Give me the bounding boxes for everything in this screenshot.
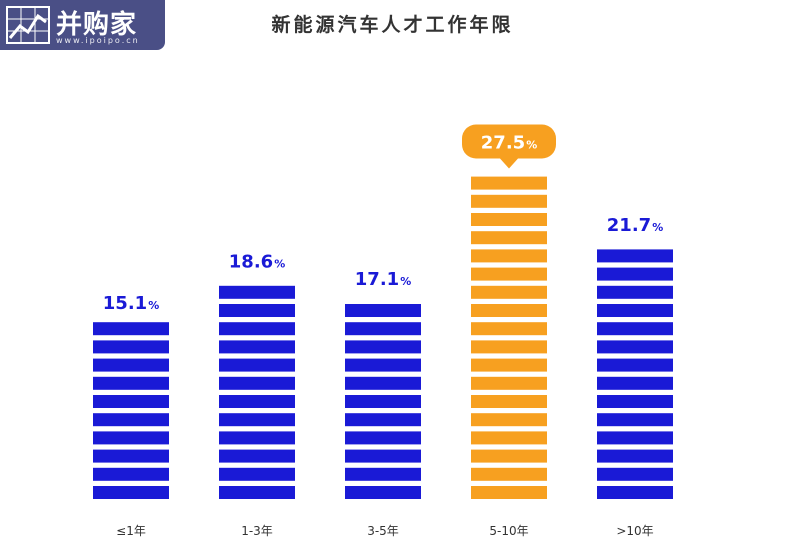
data-label-value: 27.5 (481, 133, 525, 154)
bar-stripe (597, 340, 673, 354)
bar-4 (471, 176, 547, 499)
bar-5 (597, 249, 673, 499)
bar-stripe (93, 413, 169, 427)
bar-stripe (219, 467, 295, 481)
data-label: 18.6% (229, 252, 285, 273)
chart-title: 新能源汽车人才工作年限 (271, 14, 514, 36)
bar-stripe (597, 285, 673, 299)
bar-stripe (219, 340, 295, 354)
bar-stripe (471, 376, 547, 390)
bar-stripe (597, 431, 673, 445)
bar-stripe (597, 449, 673, 463)
bar-stripe (93, 376, 169, 390)
x-tick-label: >10年 (616, 524, 653, 538)
bar-stripe (597, 486, 673, 499)
data-label-unit: % (526, 139, 537, 152)
bar-3 (345, 304, 421, 499)
bar-stripe (219, 431, 295, 445)
bar-stripe (93, 449, 169, 463)
data-label-unit: % (652, 221, 663, 234)
bar-stripe (219, 322, 295, 336)
bar-stripe (471, 285, 547, 299)
data-label: 27.5% (481, 133, 537, 154)
bar-stripe (471, 340, 547, 354)
bar-stripe (597, 358, 673, 372)
data-label-unit: % (400, 275, 411, 288)
bar-stripe (471, 322, 547, 336)
data-label-unit: % (274, 258, 285, 271)
bar-stripe (471, 194, 547, 208)
bar-stripe (471, 413, 547, 427)
bar-2 (219, 285, 295, 499)
bar-stripe (597, 467, 673, 481)
bar-stripe (219, 358, 295, 372)
bar-stripe (471, 486, 547, 499)
bar-stripe (345, 413, 421, 427)
bar-stripe (471, 304, 547, 317)
bar-stripe (597, 376, 673, 390)
bar-stripe (93, 322, 169, 336)
bar-stripe (219, 395, 295, 408)
logo-url: www.ipoipo.cn (56, 36, 140, 45)
bar-stripe (345, 395, 421, 408)
data-label-value: 15.1 (103, 293, 147, 314)
data-label-unit: % (148, 299, 159, 312)
x-tick-label: 1-3年 (241, 524, 273, 538)
bar-stripe (93, 358, 169, 372)
bar-stripe (219, 304, 295, 317)
bar-1 (93, 322, 169, 499)
data-label-value: 17.1 (355, 269, 399, 290)
callout-pointer (500, 158, 518, 169)
data-label: 15.1% (103, 293, 159, 314)
x-tick-label: 3-5年 (367, 524, 399, 538)
bar-stripe (471, 231, 547, 245)
bar-stripe (219, 449, 295, 463)
data-label-value: 18.6 (229, 252, 273, 273)
bar-stripe (471, 249, 547, 263)
bar-stripe (93, 395, 169, 408)
bar-stripe (345, 322, 421, 336)
bar-stripe (93, 340, 169, 354)
callout-bubble (462, 124, 556, 159)
bar-stripe (93, 467, 169, 481)
bar-stripe (597, 304, 673, 317)
bar-stripe (471, 176, 547, 190)
data-label: 17.1% (355, 269, 411, 290)
bar-stripe (345, 340, 421, 354)
bar-stripe (597, 322, 673, 336)
brand-logo: 并购家 www.ipoipo.cn (0, 0, 165, 50)
bar-stripe (345, 449, 421, 463)
bar-stripe (219, 376, 295, 390)
bar-stripe (93, 431, 169, 445)
bar-stripe (597, 413, 673, 427)
bar-stripe (219, 413, 295, 427)
bar-stripe (597, 395, 673, 408)
bar-stripe (219, 285, 295, 299)
bar-stripe (471, 267, 547, 281)
bar-stripe (471, 395, 547, 408)
bar-stripe (345, 431, 421, 445)
bar-stripe (597, 267, 673, 281)
bar-stripe (93, 486, 169, 499)
bar-stripe (471, 358, 547, 372)
bar-stripe (471, 449, 547, 463)
bar-stripe (345, 358, 421, 372)
logo-text: 并购家 (56, 10, 138, 40)
bar-stripe (345, 467, 421, 481)
bar-stripe (345, 304, 421, 317)
bar-stripe (471, 213, 547, 226)
x-tick-label: ≤1年 (116, 524, 146, 538)
bar-stripe (345, 376, 421, 390)
bar-stripe (471, 431, 547, 445)
chart-logo-icon (6, 6, 50, 44)
bar-stripe (219, 486, 295, 499)
bar-stripe (471, 467, 547, 481)
x-tick-label: 5-10年 (489, 524, 528, 538)
data-label: 21.7% (607, 215, 663, 236)
bar-stripe (345, 486, 421, 499)
bar-stripe (597, 249, 673, 263)
data-label-value: 21.7 (607, 215, 651, 236)
